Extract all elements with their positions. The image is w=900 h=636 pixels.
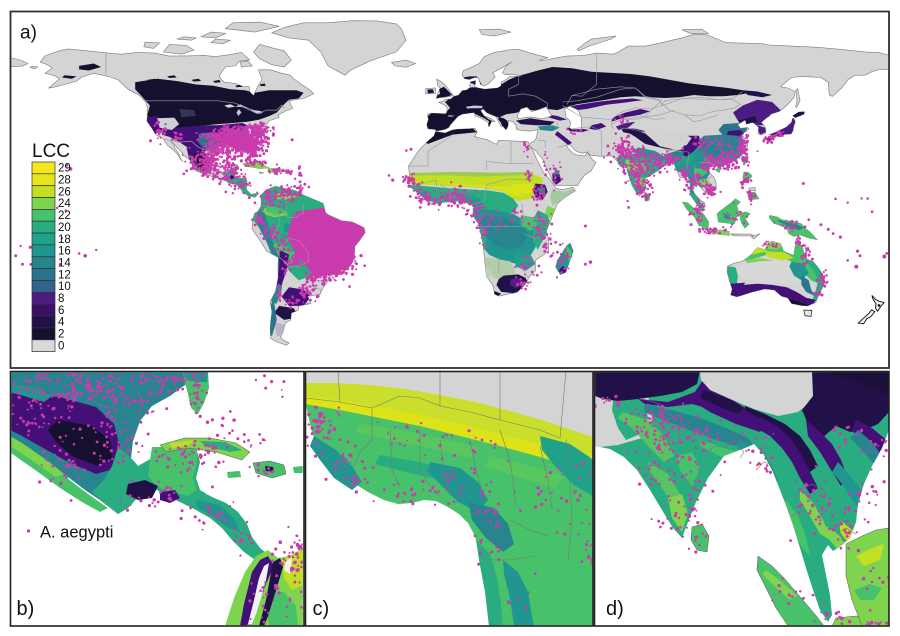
- svg-text:a): a): [20, 23, 37, 44]
- svg-text:6: 6: [58, 305, 64, 317]
- svg-text:8: 8: [58, 293, 64, 305]
- svg-text:2: 2: [58, 329, 64, 341]
- svg-text:14: 14: [58, 258, 71, 270]
- svg-text:12: 12: [58, 269, 71, 281]
- svg-text:c): c): [313, 598, 330, 620]
- svg-text:28: 28: [58, 175, 71, 187]
- svg-text:16: 16: [58, 246, 71, 258]
- svg-text:4: 4: [58, 317, 65, 329]
- svg-text:LCC: LCC: [32, 141, 70, 162]
- svg-text:b): b): [17, 598, 35, 620]
- svg-text:0: 0: [58, 340, 64, 352]
- svg-text:10: 10: [58, 281, 71, 293]
- svg-text:26: 26: [58, 186, 71, 198]
- svg-text:29: 29: [58, 163, 71, 175]
- svg-text:20: 20: [58, 222, 71, 234]
- svg-text:24: 24: [58, 198, 71, 210]
- svg-text:18: 18: [58, 234, 71, 246]
- svg-text:A. aegypti: A. aegypti: [40, 524, 113, 542]
- svg-text:22: 22: [58, 210, 71, 222]
